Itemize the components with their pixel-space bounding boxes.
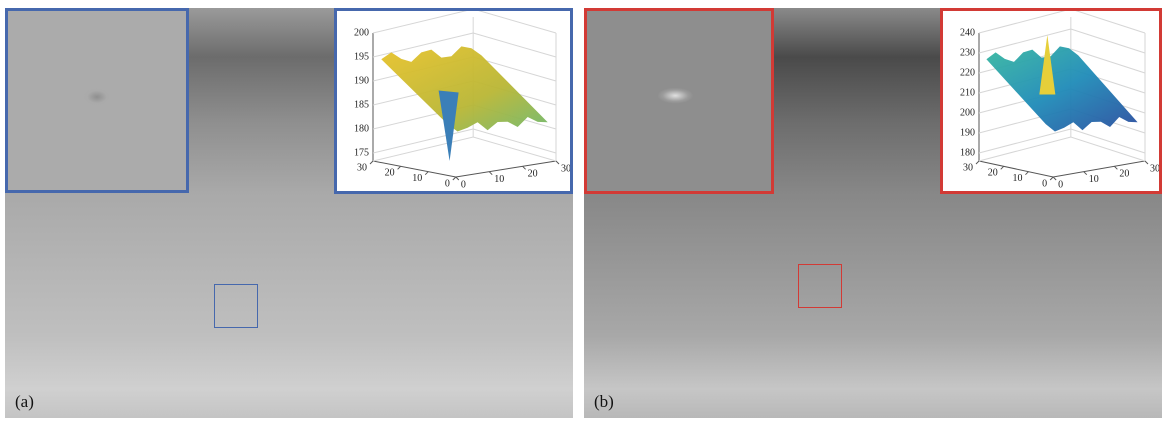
tick-mark [555, 160, 560, 165]
surface [986, 46, 1138, 132]
x-tick-label: 10 [494, 174, 504, 185]
grid-line [473, 128, 557, 154]
grid-line [978, 8, 1071, 34]
y-tick-label: 10 [412, 173, 422, 184]
grid-line [372, 128, 474, 154]
tick-mark [488, 171, 493, 176]
grid-line [978, 128, 1071, 154]
target-box [214, 284, 258, 328]
tick-mark [369, 160, 374, 165]
tick-mark [1052, 176, 1057, 181]
tick-mark [1025, 171, 1029, 176]
x-tick-label: 20 [528, 169, 538, 180]
z-tick-label: 210 [960, 87, 975, 98]
grid-line [1070, 8, 1146, 34]
surface [381, 46, 548, 132]
panel: 180 190 200 210 220 230 240 0 10 20 30 0 10 20 30 (b) [584, 8, 1162, 418]
z-tick-label: 220 [960, 67, 975, 78]
z-tick-label: 185 [354, 99, 369, 110]
z-tick-label: 195 [354, 51, 369, 62]
tick-mark [1114, 165, 1118, 170]
box-edge [978, 136, 1146, 162]
y-tick-label: 0 [445, 178, 450, 189]
y-tick-label: 20 [385, 168, 395, 179]
zoom-crop [584, 8, 774, 194]
grid-line [372, 32, 474, 58]
x-tick-label: 30 [561, 163, 570, 174]
y-tick-label: 0 [1042, 178, 1047, 189]
grid-line [978, 28, 1071, 54]
z-tick-label: 190 [960, 127, 975, 138]
tick-mark [1083, 171, 1088, 176]
box-edge [372, 136, 557, 162]
panel: 175 180 185 190 195 200 0 10 20 30 0 10 20 30 (a) [5, 8, 573, 418]
grid-line [372, 8, 474, 34]
z-tick-label: 175 [354, 147, 369, 158]
x-tick-label: 20 [1119, 169, 1129, 180]
x-tick-label: 10 [1089, 174, 1099, 185]
grid-line [1070, 128, 1146, 154]
tick-mark [1000, 165, 1005, 170]
surface-plot: 180 190 200 210 220 230 240 0 10 20 30 0 10 20 30 [940, 8, 1162, 194]
z-tick-label: 200 [960, 107, 975, 118]
z-tick-label: 180 [354, 123, 369, 134]
spike [1039, 35, 1056, 95]
plot-svg: 180 190 200 210 220 230 240 0 10 20 30 0 10 20 30 [960, 8, 1160, 190]
tick-mark [1144, 160, 1149, 165]
panel-label: (a) [15, 392, 34, 411]
surface-plot: 175 180 185 190 195 200 0 10 20 30 0 10 20 30 [334, 8, 573, 194]
tick-mark [397, 165, 401, 170]
zoom-crop [5, 8, 189, 193]
grid-line [473, 8, 557, 34]
z-tick-label: 180 [960, 147, 975, 158]
z-tick-label: 240 [960, 27, 975, 38]
x-tick-label: 30 [1150, 163, 1159, 174]
grid-line [1070, 48, 1146, 74]
y-tick-label: 30 [357, 162, 367, 173]
y-tick-label: 30 [963, 162, 973, 173]
panel-label: (b) [594, 392, 614, 411]
z-tick-label: 200 [354, 27, 369, 38]
x-tick-label: 0 [461, 179, 466, 190]
z-tick-label: 190 [354, 75, 369, 86]
y-tick-label: 10 [1012, 173, 1022, 184]
plot-svg: 175 180 185 190 195 200 0 10 20 30 0 10 20 30 [354, 8, 571, 190]
target-box [798, 264, 842, 308]
tick-mark [1049, 176, 1054, 181]
x-tick-label: 0 [1058, 179, 1063, 190]
tick-mark [452, 176, 457, 181]
grid-line [473, 32, 557, 58]
tick-mark [975, 160, 980, 165]
tick-mark [522, 165, 526, 170]
grid-line [1070, 28, 1146, 54]
spike [438, 90, 459, 161]
tick-mark [424, 171, 429, 176]
y-tick-label: 20 [988, 168, 998, 179]
z-tick-label: 230 [960, 47, 975, 58]
tick-mark [455, 176, 460, 181]
